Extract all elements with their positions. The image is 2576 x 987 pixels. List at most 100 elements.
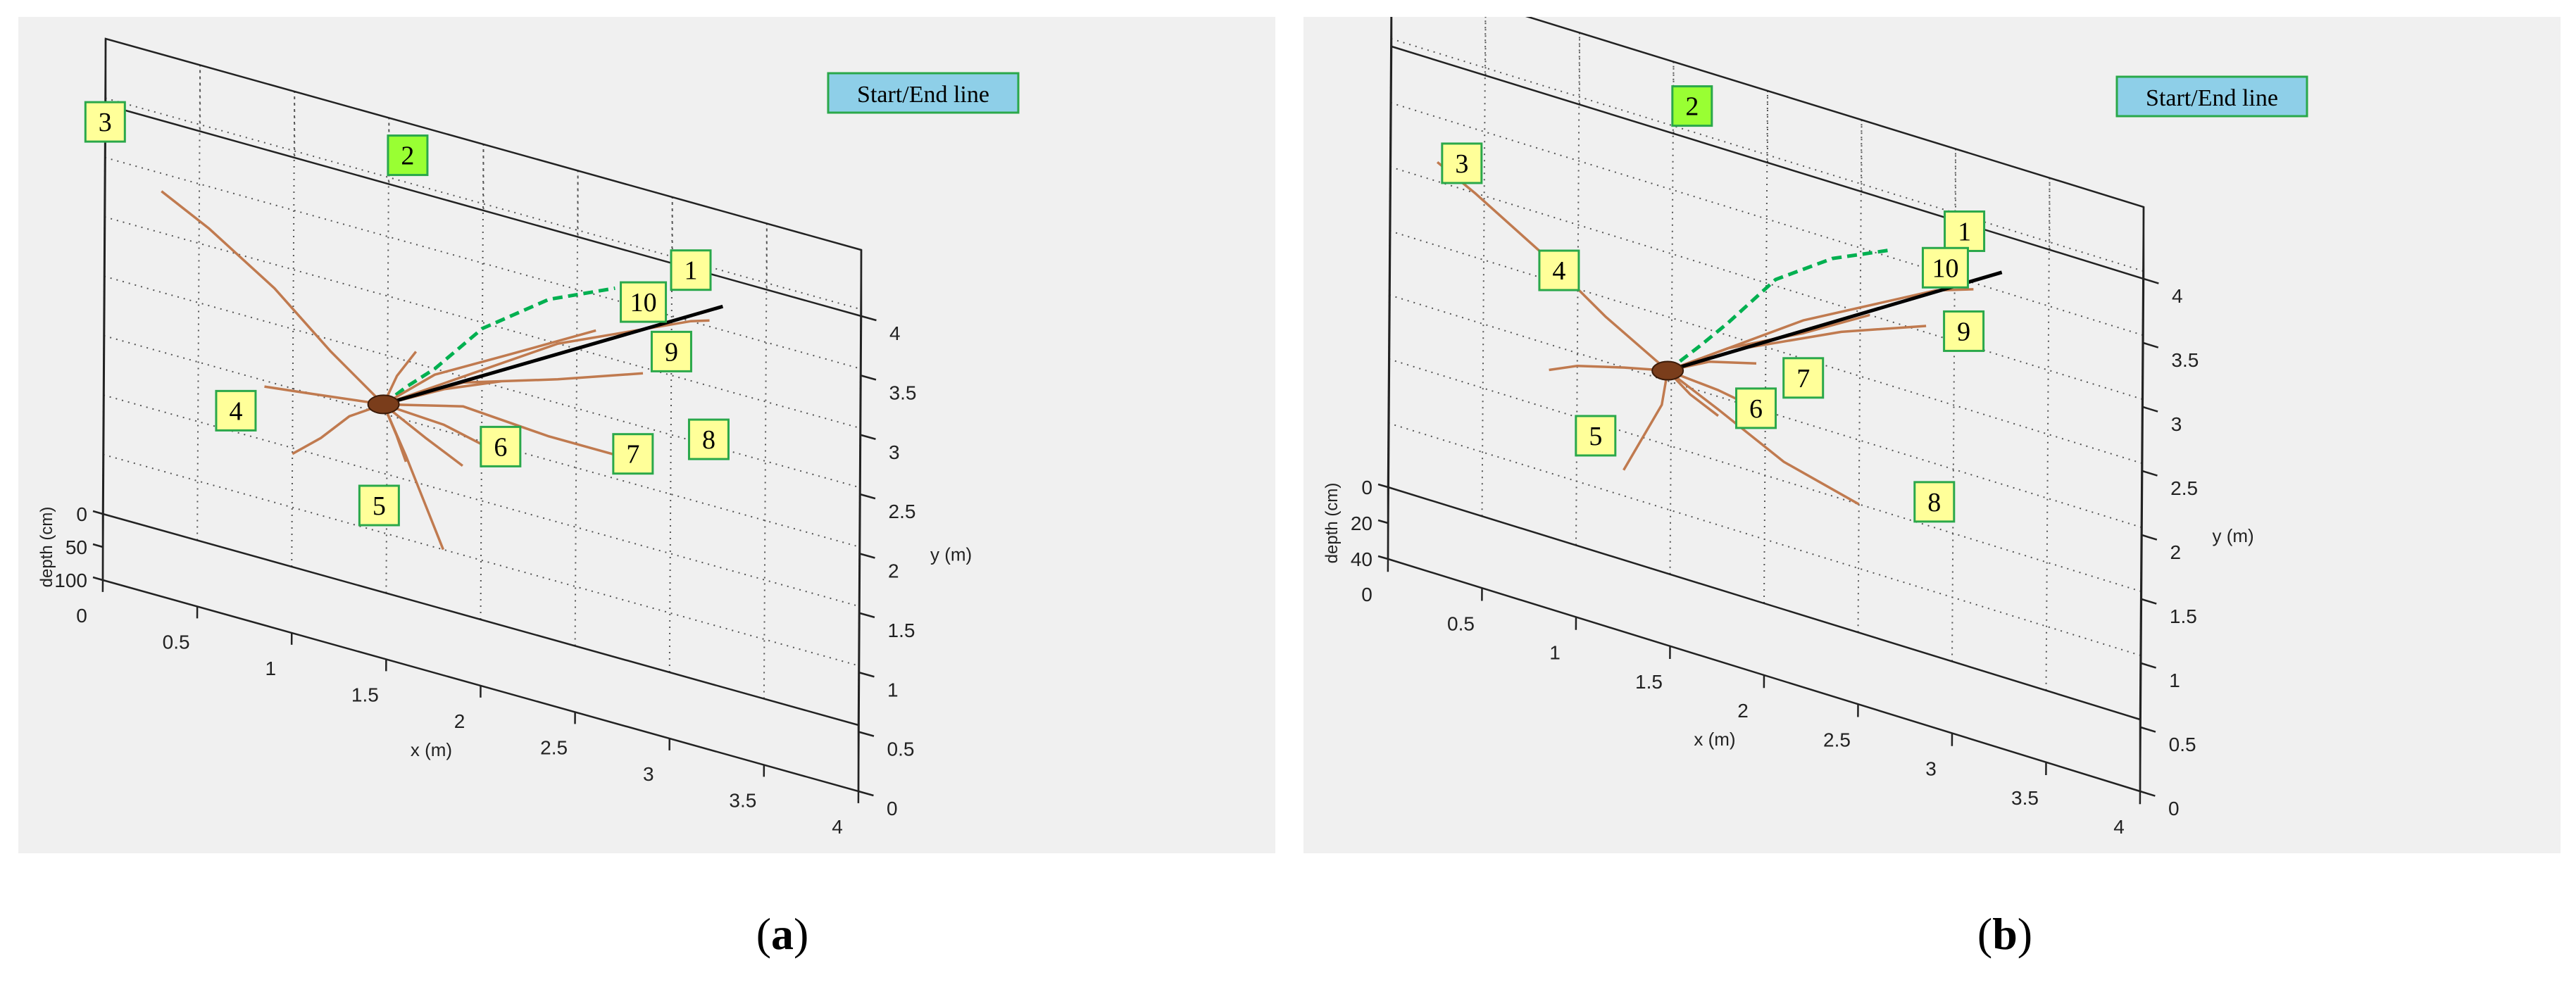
y-tick-label: 1.5: [2170, 605, 2197, 627]
branch-label: 4: [229, 396, 242, 426]
y-tick: [858, 731, 875, 737]
caption-b: (b): [1977, 909, 2033, 959]
grid-line-y: [104, 334, 860, 548]
grid-line-y: [1389, 166, 2143, 400]
y-tick-label: 1: [2169, 669, 2180, 691]
trail-path: [382, 286, 615, 406]
plot-3d-b: 0 0.5 1 1.5 2 2.5 3 3.5 4 x (m) 0 0.5 1 1.5 2 2.5 3 3.5 4 y…: [1323, 17, 2308, 838]
z-axis: 0 20 40: [1351, 477, 1389, 570]
branch-label-box: [1943, 310, 1985, 352]
branch-label: 4: [1552, 256, 1565, 286]
start-end-line: [1667, 270, 2003, 372]
grid-line-y: [104, 156, 861, 370]
y-tick-label: 2: [888, 560, 899, 582]
root-branch: [1667, 288, 1974, 372]
z-axis: 0 50 100: [54, 503, 104, 591]
branch-label: 10: [630, 288, 657, 318]
root-branch: [1667, 370, 1860, 505]
y-tick: [2143, 277, 2159, 284]
y-tick-label: 3.5: [889, 382, 917, 403]
root-branch: [382, 329, 596, 406]
x-tick-label: 2: [454, 710, 465, 732]
branch-label: 1: [1958, 217, 1971, 246]
grid-line-x: [1669, 61, 1675, 574]
y-tick: [860, 434, 876, 440]
trail-path: [1666, 249, 1889, 372]
y-tick-label: 1.5: [888, 620, 915, 641]
root-center-node: [367, 394, 400, 415]
y-tick-label: 4: [889, 322, 901, 344]
x-tick-label: 2: [1737, 700, 1749, 722]
branch-label-box: [84, 101, 126, 143]
y-tick-label: 0: [2168, 798, 2180, 819]
z-tick: [1377, 483, 1389, 489]
branch-label: 7: [1796, 364, 1810, 394]
y-tick-label: 2.5: [889, 501, 916, 522]
y-axis: 0 0.5 1 1.5 2 2.5 3 3.5 4: [858, 315, 917, 819]
branch-labels: 1 2 3 4 5 6 7 8 9 10: [1441, 85, 1986, 523]
branch-label: 9: [1957, 317, 1970, 346]
root-branch: [292, 403, 384, 455]
root-branch: [1622, 370, 1669, 471]
y-tick: [2142, 534, 2158, 541]
y-tick: [858, 672, 875, 678]
y-tick: [2141, 598, 2157, 605]
y-axis: 0 0.5 1 1.5 2 2.5 3 3.5 4: [2139, 277, 2199, 819]
grid-line-y: [105, 97, 861, 310]
x-tick-label: 0.5: [163, 631, 190, 653]
root-center-node: [1651, 360, 1684, 381]
z-tick-label: 50: [65, 536, 87, 558]
x-tick-label: 2.5: [540, 737, 568, 759]
grid-line-x: [196, 65, 201, 541]
y-tick: [861, 315, 877, 322]
legend-box: [827, 72, 1020, 114]
branch-label-box: [1913, 481, 1956, 523]
branch-label: 5: [1589, 422, 1602, 451]
x-tick-label: 4: [832, 816, 843, 838]
y-tick-label: 3.5: [2171, 349, 2199, 371]
branch-label-box: [1538, 249, 1580, 291]
branch-label-box: [387, 134, 429, 177]
x-tick-label: 0: [76, 605, 87, 627]
grid-line-y: [103, 453, 859, 667]
plot-3d-a: 0 0.5 1 1.5 2 2.5 3 3.5 4 x (m) 0 0.5 1 1.5 2 2.5 3 3.5 4 y…: [37, 37, 1020, 838]
y-axis-label: y (m): [930, 544, 972, 565]
x-tick-label: 1: [1549, 642, 1561, 664]
branch-label: 2: [1685, 92, 1699, 122]
y-tick: [2142, 406, 2158, 413]
y-tick: [2142, 470, 2158, 477]
root-branch: [382, 403, 408, 463]
branch-label: 5: [373, 491, 386, 521]
z-tick: [92, 576, 104, 581]
z-tick-label: 20: [1351, 513, 1373, 534]
caption-a: (a): [756, 909, 809, 959]
root-branch: [1549, 364, 1668, 372]
root-branches: [1436, 161, 1974, 505]
root-branch: [383, 319, 710, 406]
root-branch: [161, 190, 384, 406]
z-tick-label: 0: [1361, 477, 1373, 498]
branch-label: 6: [1749, 394, 1763, 424]
y-tick-label: 3: [2171, 413, 2182, 435]
figure-panel-b: 0 0.5 1 1.5 2 2.5 3 3.5 4 x (m) 0 0.5 1 1.5 2 2.5 3 3.5 4 y…: [1303, 17, 2561, 853]
branch-label: 1: [684, 256, 698, 286]
branch-label: 3: [1455, 149, 1468, 179]
branch-labels: 1 2 3 4 5 6 7 8 9 10: [84, 101, 730, 527]
root-branch: [383, 403, 615, 456]
x-axis: 0 0.5 1 1.5 2 2.5 3 3.5 4: [1361, 558, 2142, 838]
branch-label: 8: [702, 425, 715, 455]
x-axis-label: x (m): [411, 739, 452, 760]
branch-label-box: [650, 330, 692, 372]
legend-text: Start/End line: [2146, 85, 2278, 111]
x-tick-label: 0: [1361, 584, 1373, 605]
x-tick-label: 0.5: [1447, 612, 1475, 634]
branch-label: 3: [99, 108, 112, 137]
branch-label-box: [1735, 387, 1777, 429]
z-tick-label: 0: [76, 503, 87, 525]
x-tick-label: 4: [2113, 816, 2125, 838]
y-tick-label: 3: [889, 441, 900, 463]
branch-label-box: [1575, 415, 1617, 457]
branch-label-box: [1944, 210, 1986, 252]
y-tick: [860, 493, 876, 500]
y-tick: [859, 612, 875, 619]
